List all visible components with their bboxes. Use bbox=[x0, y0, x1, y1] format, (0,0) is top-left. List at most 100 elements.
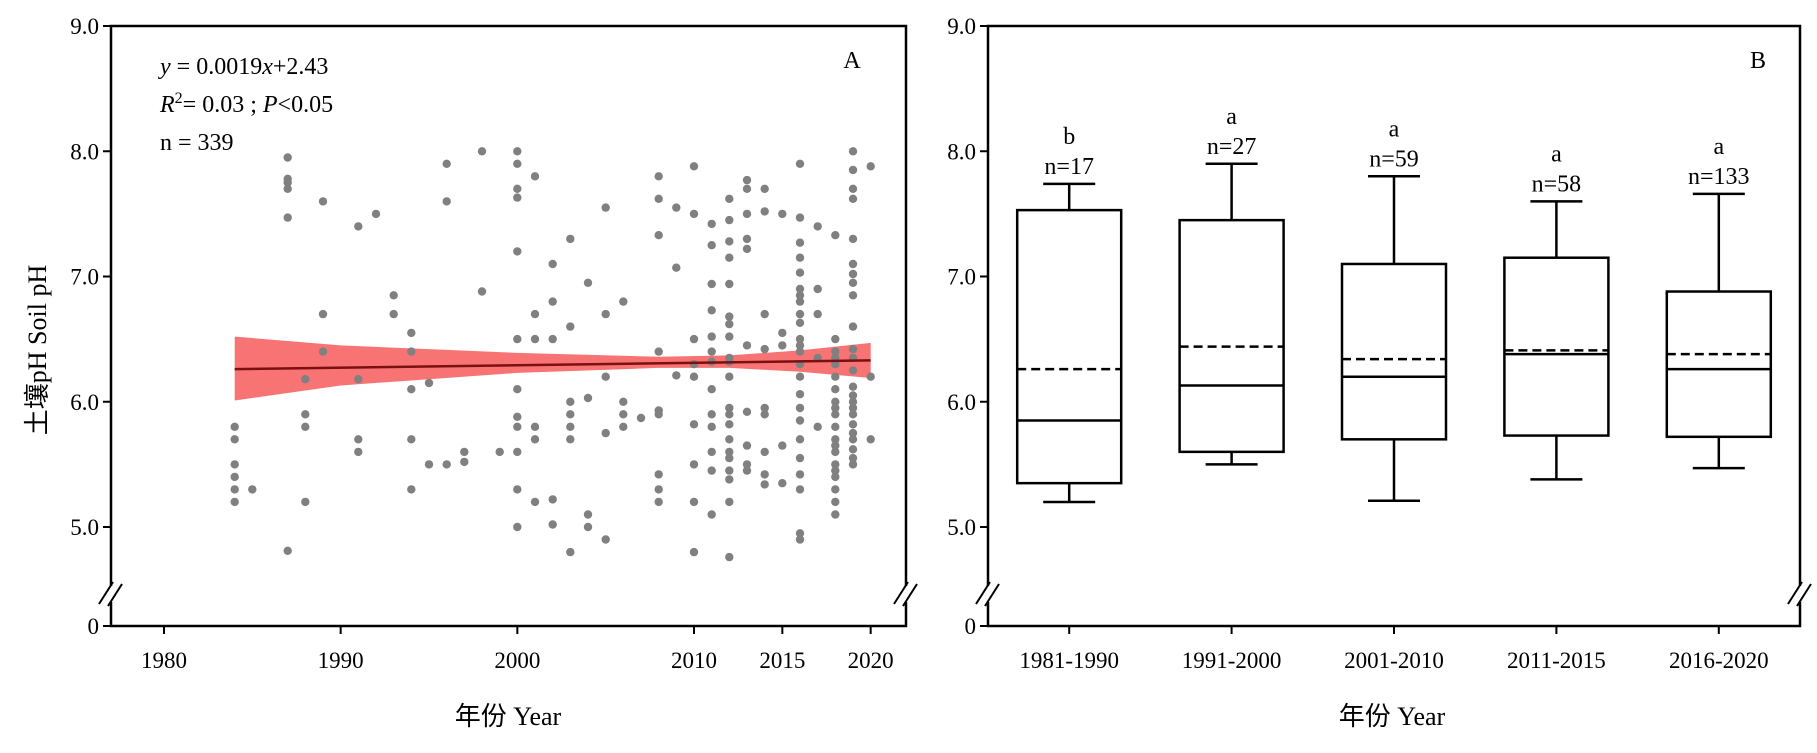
box-iqr bbox=[1015, 208, 1123, 485]
regression-equation: y = 0.0019x+2.43 bbox=[158, 54, 328, 80]
data-point bbox=[848, 147, 858, 156]
data-point bbox=[707, 332, 716, 341]
data-point bbox=[795, 291, 805, 300]
data-point bbox=[848, 382, 858, 391]
data-point bbox=[848, 165, 858, 175]
data-point bbox=[795, 435, 805, 444]
data-point bbox=[725, 253, 734, 262]
data-point bbox=[725, 453, 734, 463]
data-point bbox=[513, 247, 522, 256]
data-point bbox=[760, 470, 769, 479]
eq-coefficient: = 0.0019 bbox=[171, 54, 263, 80]
x-tick-label: 2020 bbox=[848, 648, 894, 673]
data-point bbox=[248, 485, 257, 494]
data-point bbox=[742, 209, 752, 219]
box-1981-1990: n=17 b bbox=[1015, 124, 1123, 504]
data-point bbox=[831, 472, 840, 482]
data-point bbox=[407, 385, 416, 394]
data-point bbox=[548, 334, 557, 344]
x-tick-label: 1991-2000 bbox=[1182, 648, 1282, 673]
data-point bbox=[795, 284, 805, 294]
data-point bbox=[795, 535, 805, 544]
confidence-band bbox=[234, 336, 871, 401]
data-point bbox=[725, 410, 734, 419]
y-tick-label: 8.0 bbox=[947, 139, 976, 164]
significance-letter: a bbox=[1226, 104, 1237, 130]
data-point bbox=[795, 453, 805, 463]
data-point bbox=[760, 309, 769, 319]
data-point bbox=[848, 366, 858, 375]
data-point bbox=[795, 318, 805, 327]
data-point bbox=[795, 253, 805, 262]
data-point bbox=[831, 397, 840, 406]
axis-break-slash bbox=[975, 581, 991, 605]
x-axis-ticks: 1980 1990 2000 2010 2015 2020 bbox=[141, 626, 894, 673]
data-point bbox=[654, 470, 663, 479]
x-axis-title-a: 年份 Year bbox=[455, 702, 562, 731]
data-point bbox=[301, 422, 310, 431]
y-tick-label: 9.0 bbox=[70, 14, 99, 39]
data-point bbox=[548, 520, 557, 529]
data-point bbox=[583, 522, 593, 532]
data-point bbox=[689, 360, 699, 369]
data-point bbox=[371, 209, 381, 219]
data-point bbox=[795, 416, 805, 425]
data-point bbox=[725, 332, 734, 341]
data-point bbox=[813, 309, 822, 319]
data-point bbox=[848, 420, 858, 429]
data-point bbox=[654, 194, 663, 203]
data-point bbox=[513, 422, 522, 431]
data-point bbox=[742, 244, 752, 254]
data-point bbox=[636, 413, 646, 423]
data-point bbox=[742, 407, 752, 416]
data-point bbox=[689, 372, 699, 381]
data-point bbox=[725, 475, 734, 484]
data-point bbox=[619, 410, 628, 419]
data-point bbox=[301, 410, 310, 419]
data-point bbox=[566, 234, 575, 244]
data-point bbox=[831, 447, 840, 457]
data-point bbox=[778, 328, 787, 338]
data-point bbox=[725, 447, 734, 457]
axis-break-slash bbox=[107, 583, 123, 607]
data-point bbox=[583, 510, 593, 519]
axis-break-slash bbox=[98, 581, 114, 605]
axis-break-slash bbox=[902, 583, 918, 607]
data-point bbox=[672, 371, 681, 380]
data-point bbox=[707, 347, 716, 356]
data-point bbox=[760, 403, 769, 413]
data-point bbox=[742, 184, 752, 193]
data-point bbox=[707, 241, 716, 250]
data-point bbox=[707, 279, 716, 289]
data-point bbox=[407, 435, 416, 444]
data-point bbox=[530, 309, 540, 319]
y-tick-label: 7.0 bbox=[70, 265, 99, 290]
data-point bbox=[707, 422, 716, 431]
panel-label-a: A bbox=[843, 48, 861, 74]
data-point bbox=[760, 447, 769, 457]
axis-break-marks-b bbox=[975, 581, 1812, 607]
panel-a-scatter: 1980 1990 2000 2010 2015 2020 0 5.0 6.0 7.0 8.0 9.… bbox=[23, 14, 918, 731]
data-point bbox=[283, 178, 292, 187]
data-point bbox=[831, 347, 840, 356]
data-point bbox=[513, 385, 522, 394]
data-point bbox=[566, 397, 575, 406]
data-point bbox=[831, 497, 840, 507]
data-point bbox=[619, 297, 628, 306]
panel-b-boxplot: n=17 b n=27 a n=59 a n=58 a n=133 a 1981-1990 1991… bbox=[947, 14, 1812, 731]
data-point bbox=[318, 197, 328, 206]
data-point bbox=[725, 497, 734, 507]
data-point bbox=[654, 485, 663, 494]
data-point bbox=[283, 153, 292, 162]
data-point bbox=[848, 453, 858, 463]
eq-y-symbol: y bbox=[158, 54, 171, 80]
data-point bbox=[689, 334, 699, 344]
data-point bbox=[495, 447, 504, 457]
data-point bbox=[354, 435, 363, 444]
data-point bbox=[707, 447, 716, 457]
data-point bbox=[654, 347, 663, 356]
data-point bbox=[230, 435, 239, 444]
data-point bbox=[831, 334, 840, 344]
y-axis-ticks-b: 0 5.0 6.0 7.0 8.0 9.0 bbox=[947, 14, 988, 639]
data-point bbox=[742, 460, 752, 469]
